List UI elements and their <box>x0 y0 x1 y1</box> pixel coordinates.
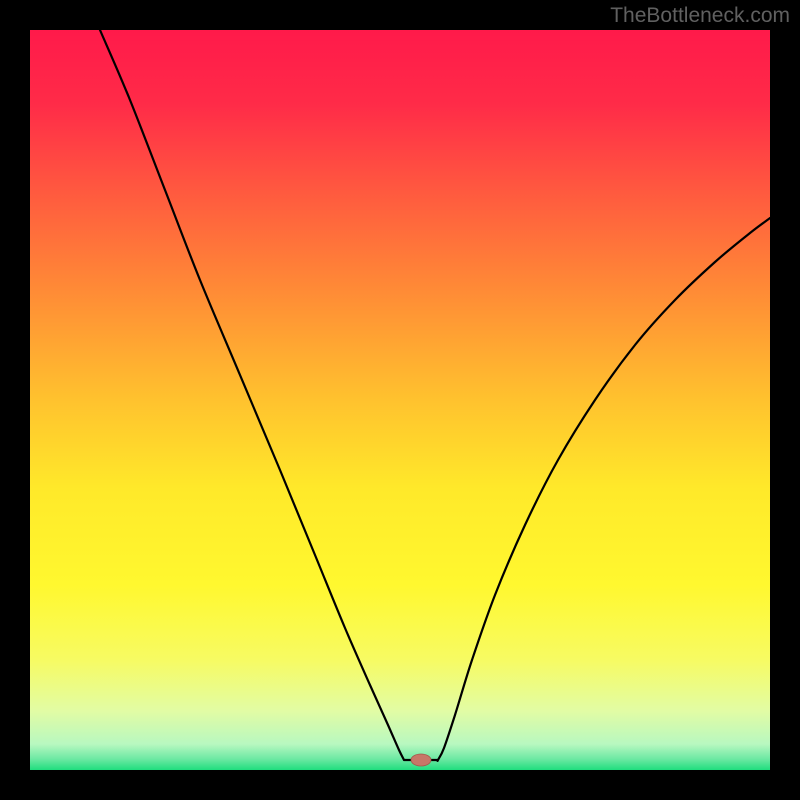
chart-container: TheBottleneck.com <box>0 0 800 800</box>
optimal-point-marker <box>411 754 431 766</box>
plot-background <box>30 30 770 770</box>
bottleneck-chart <box>0 0 800 800</box>
watermark-text: TheBottleneck.com <box>610 4 790 28</box>
